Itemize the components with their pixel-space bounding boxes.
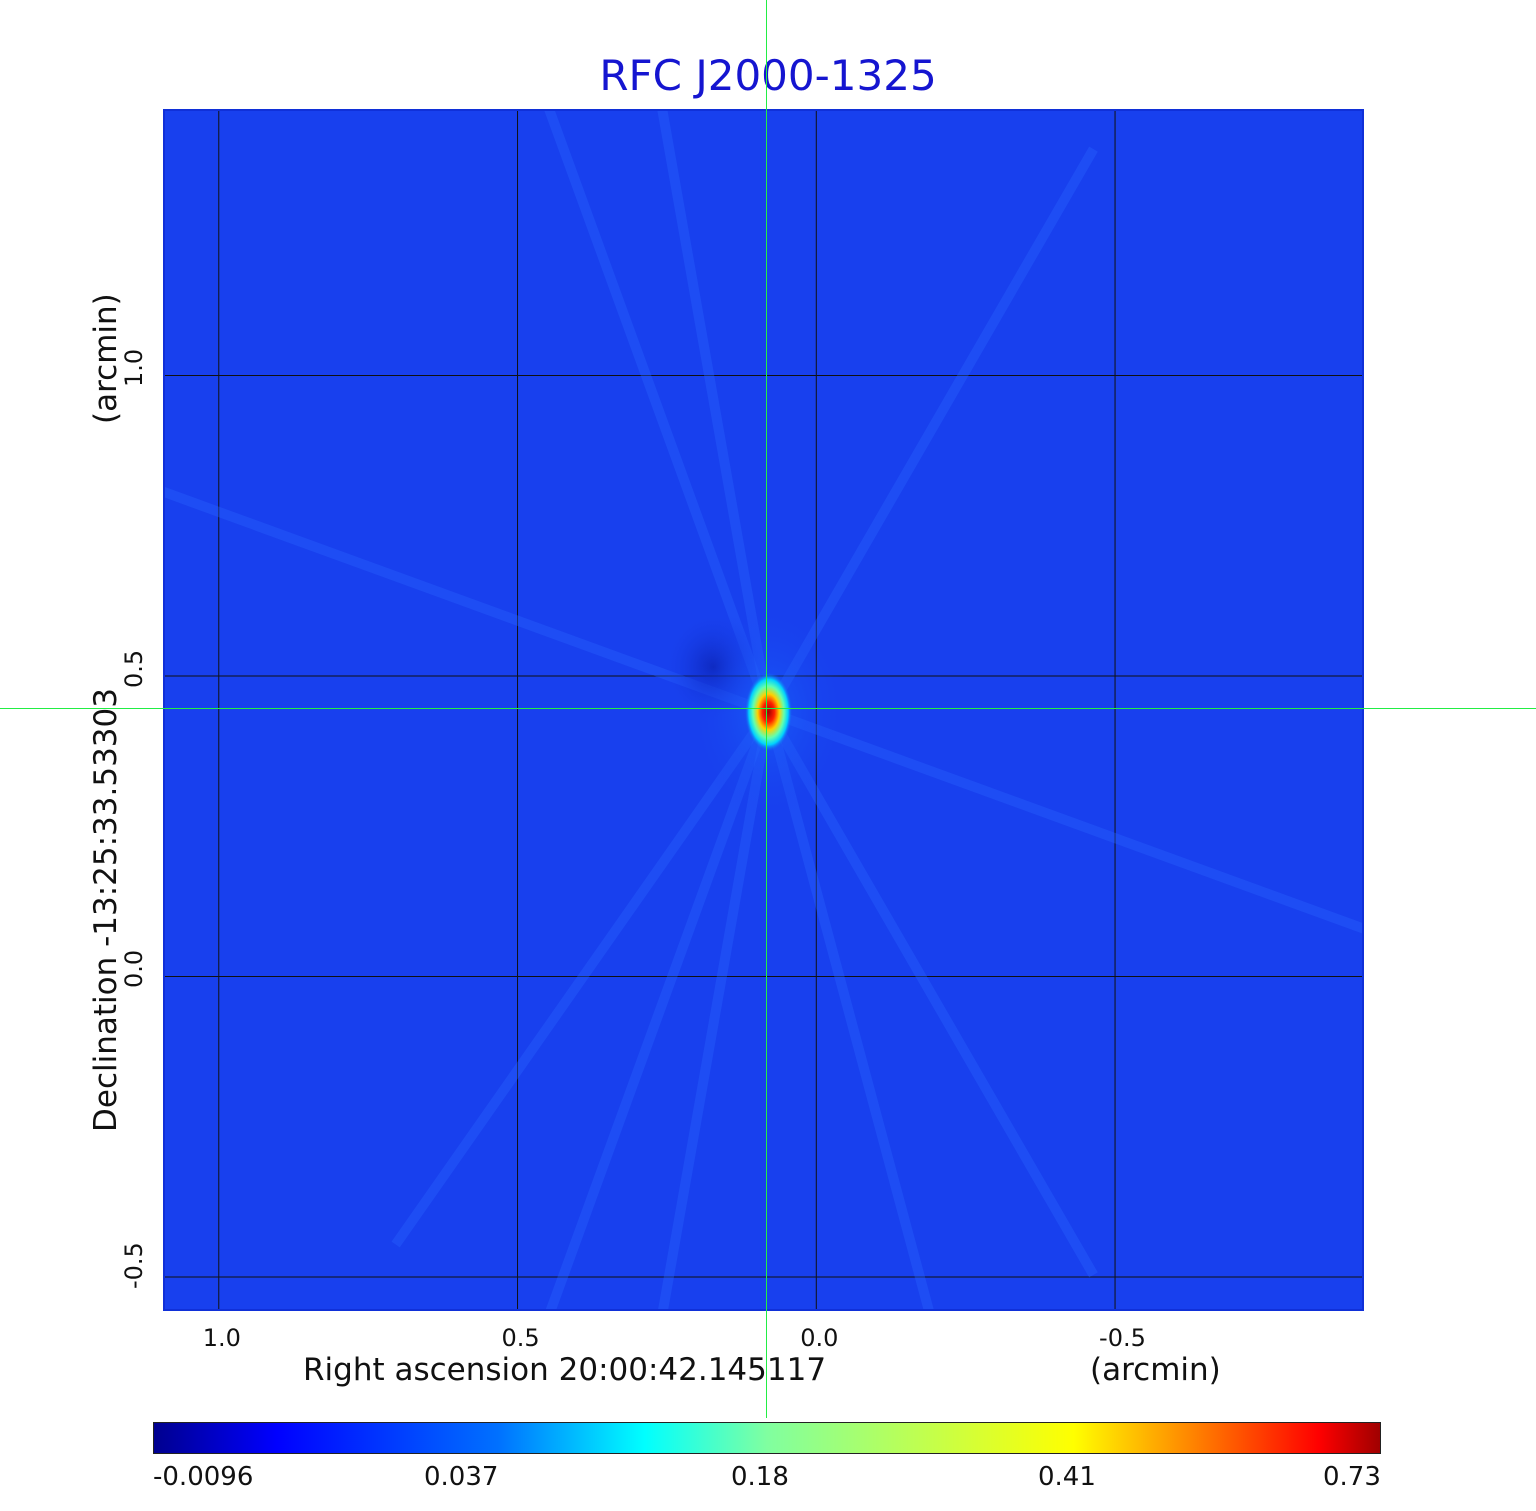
plot-svg: [165, 111, 1362, 1309]
colorbar-tick-label: 0.037: [424, 1462, 499, 1492]
crosshair-vertical: [766, 0, 767, 1418]
sidelobe-2: [391, 709, 773, 1248]
sidelobe-7: [764, 146, 1098, 715]
crosshair-horizontal: [0, 708, 1536, 709]
x-tick-label: 1.0: [202, 1324, 241, 1352]
y-tick-label: -0.5: [120, 1242, 148, 1289]
image-plot-area[interactable]: [163, 109, 1364, 1311]
colorbar-tick-label: 0.18: [731, 1462, 789, 1492]
sidelobe-3: [544, 111, 774, 714]
x-axis-unit: (arcmin): [1090, 1352, 1221, 1388]
colorbar: [153, 1422, 1381, 1454]
sidelobe-5: [763, 710, 934, 1309]
colorbar-tick-label: 0.41: [1038, 1462, 1096, 1492]
chart-title: RFC J2000-1325: [599, 51, 937, 100]
y-tick-label: 1.0: [120, 349, 148, 388]
x-tick-label: 0.5: [501, 1324, 540, 1352]
sidelobe-6: [764, 709, 1098, 1278]
y-axis-label: Declination -13:25:33.53303: [88, 688, 124, 1132]
sidelobes: [165, 111, 1362, 1309]
x-tick-label: -0.5: [1099, 1324, 1146, 1352]
colorbar-tick-label: -0.0096: [153, 1462, 254, 1492]
source-peak: [744, 672, 793, 752]
colorbar-tick-label: 0.73: [1323, 1462, 1381, 1492]
x-axis-label: Right ascension 20:00:42.145117: [303, 1352, 827, 1388]
sidelobe-1: [545, 710, 774, 1309]
sidelobe-8: [766, 707, 1362, 934]
y-tick-label: 0.0: [120, 950, 148, 989]
x-tick-label: 0.0: [800, 1324, 839, 1352]
y-tick-label: 0.5: [120, 649, 148, 688]
y-axis-unit: (arcmin): [88, 293, 124, 424]
source-marks: [663, 602, 849, 822]
